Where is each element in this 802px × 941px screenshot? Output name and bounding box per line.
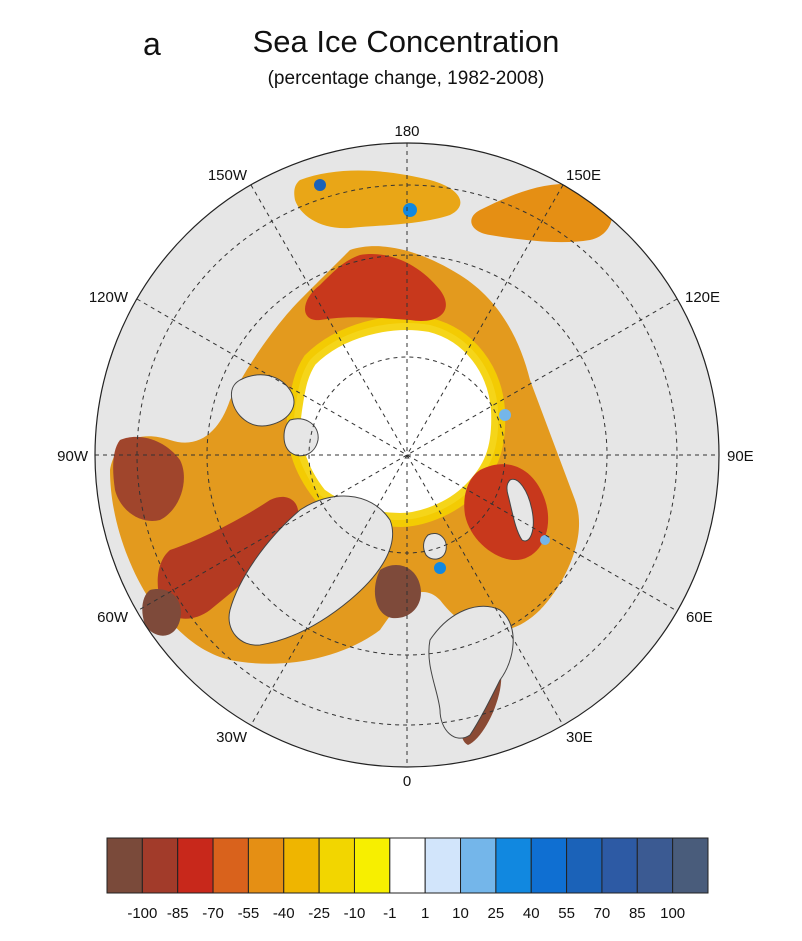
colorbar-label: 70: [594, 905, 611, 922]
colorbar-label: 10: [452, 905, 469, 922]
lon-label: 120E: [685, 289, 720, 306]
colorbar-label: 85: [629, 905, 646, 922]
colorbar-label: 100: [660, 905, 685, 922]
lon-label: 90W: [57, 448, 89, 465]
colorbar-swatch: [212, 837, 249, 894]
increase-spot: [403, 203, 417, 217]
greenland: [228, 495, 394, 646]
longitude-labels: 180 150E 120E 90E 60E 30E 0 30W 60W 90W …: [57, 123, 754, 790]
colorbar-label: -40: [273, 905, 295, 922]
archipelago-island: [283, 418, 319, 457]
novaya-zemlya: [506, 478, 534, 542]
figure-title: Sea Ice Concentration: [252, 24, 560, 59]
decline-patch-hudson: [113, 436, 184, 521]
decline-patch-greenland-sea: [374, 565, 421, 619]
colorbar-label: 40: [523, 905, 540, 922]
colorbar-swatch: [247, 837, 285, 894]
lon-label: 60E: [686, 609, 713, 626]
graticule: [95, 143, 719, 767]
colorbar-swatch: [106, 837, 143, 894]
colorbar-label: -25: [308, 905, 330, 922]
lon-label: 180: [394, 123, 419, 140]
colorbar-swatch: [636, 837, 674, 894]
colorbar-swatch: [460, 837, 497, 894]
colorbar-swatch: [141, 837, 179, 894]
increase-spot: [434, 562, 446, 574]
decline-patch-chukchi: [305, 254, 446, 321]
colorbar-swatch: [353, 837, 391, 894]
lon-label: 150W: [208, 167, 248, 184]
colorbar-swatch: [672, 837, 709, 894]
colorbar-swatch: [177, 837, 214, 894]
colorbar-label: 55: [558, 905, 575, 922]
decline-patch-okhotsk: [471, 183, 613, 243]
lon-label: 120W: [89, 289, 129, 306]
colorbar-swatch: [283, 837, 320, 894]
lon-label: 30W: [216, 729, 248, 746]
canadian-archipelago: [230, 374, 295, 427]
figure-subtitle: (percentage change, 1982-2008): [267, 68, 545, 89]
decline-patch-baffin: [157, 496, 299, 619]
colorbar-label: -85: [167, 905, 189, 922]
scandinavia: [428, 605, 514, 739]
colorbar-label: 1: [421, 905, 429, 922]
colorbar-swatch: [318, 837, 355, 894]
lon-label: 0: [403, 773, 411, 790]
lon-label: 60W: [97, 609, 129, 626]
colorbar-swatch: [601, 837, 638, 894]
colorbar-swatch: [389, 837, 426, 894]
colorbar-label: -70: [202, 905, 224, 922]
lon-label: 150E: [566, 167, 601, 184]
lon-label: 90E: [727, 448, 754, 465]
colorbar-label: -55: [238, 905, 260, 922]
increase-spot: [314, 179, 326, 191]
map-border: [94, 142, 720, 768]
colorbar-swatch: [495, 837, 532, 894]
colorbar-swatch: [424, 837, 462, 894]
colorbar-swatch: [530, 837, 568, 894]
colorbar-swatch: [566, 837, 603, 894]
panel-letter: a: [143, 26, 161, 62]
central-arctic: [293, 323, 499, 520]
lon-label: 30E: [566, 729, 593, 746]
increase-spot: [540, 535, 550, 545]
colorbar-label: 25: [488, 905, 505, 922]
colorbar: -100 -85 -70 -55 -40 -25 -10 -1 1 10 25 40 55 70 85 100: [106, 837, 709, 922]
colorbar-label: -100: [127, 905, 157, 922]
colorbar-label: -10: [344, 905, 366, 922]
decline-patch-labrador: [142, 589, 181, 636]
increase-spot: [499, 409, 511, 421]
colorbar-label: -1: [383, 905, 396, 922]
svalbard: [423, 533, 447, 560]
